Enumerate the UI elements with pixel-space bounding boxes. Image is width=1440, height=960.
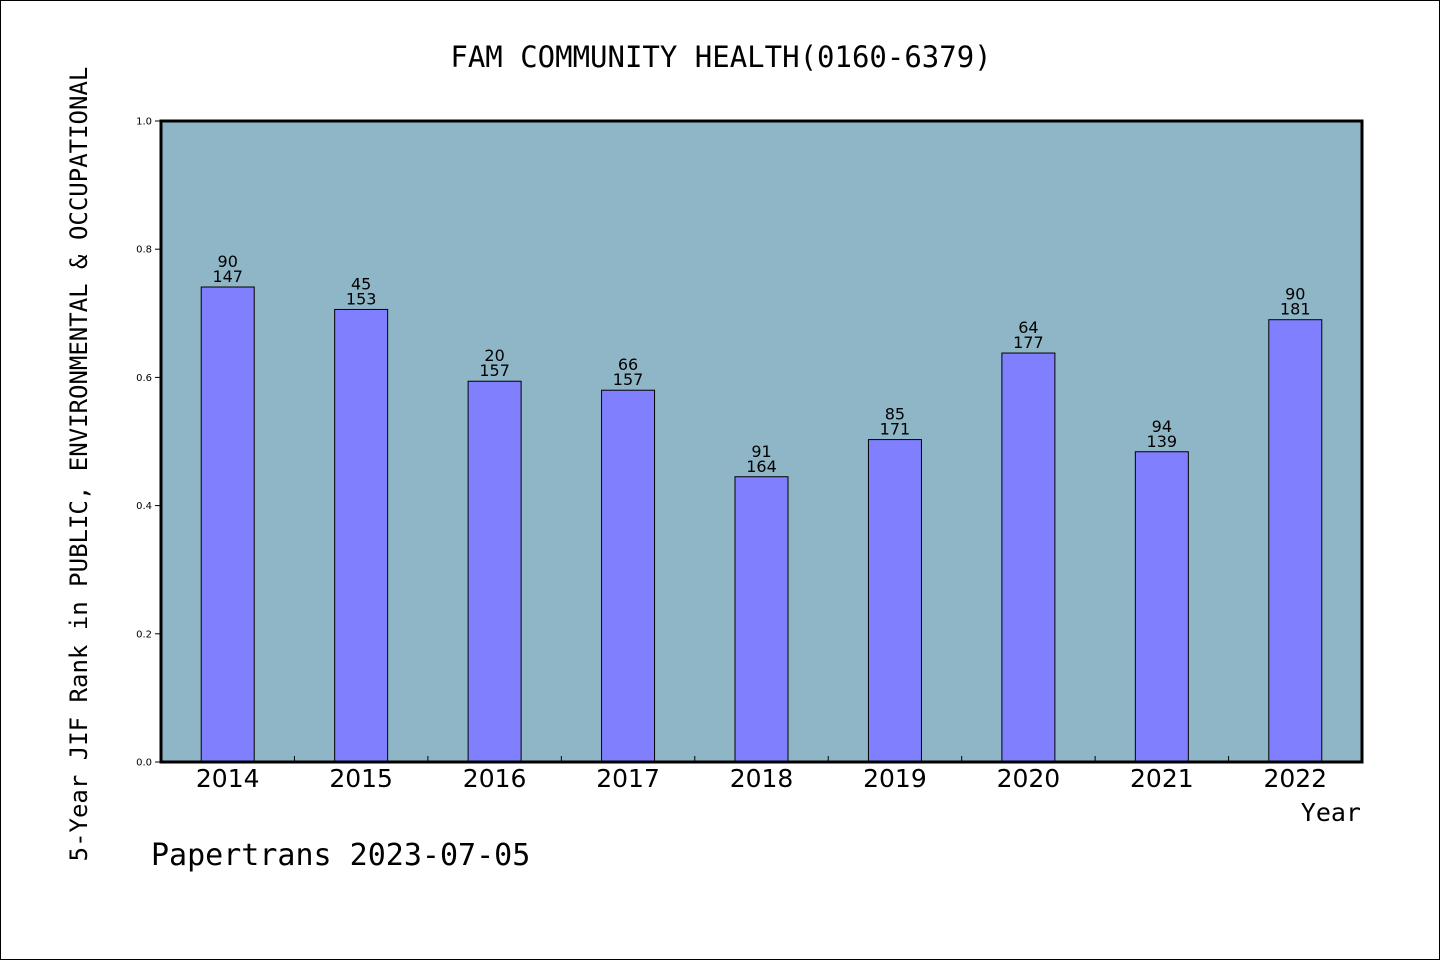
bar-2018: [734, 476, 789, 763]
x-tick-label-2020: 2020: [997, 764, 1061, 793]
bar-rank-label-2016: 20: [484, 346, 504, 365]
x-tick-label-2016: 2016: [463, 764, 527, 793]
bar-total-label-2021: 139: [1147, 432, 1178, 451]
bar-total-label-2016: 157: [479, 361, 510, 380]
bar-2020: [1001, 352, 1056, 763]
y-tick-label-0.0: 0.0: [136, 758, 152, 769]
footer-credit: Papertrans 2023-07-05: [151, 838, 530, 873]
x-axis-label: Year: [1301, 798, 1361, 827]
y-tick-label-1.0: 1.0: [136, 117, 152, 128]
bar-2022: [1268, 319, 1323, 763]
bar-rank-label-2017: 66: [618, 355, 638, 374]
x-tick-label-2022: 2022: [1263, 764, 1327, 793]
bar-total-label-2015: 153: [346, 289, 377, 308]
y-tick-label-0.8: 0.8: [136, 245, 152, 256]
bar-total-label-2022: 181: [1280, 300, 1311, 319]
bar-rank-label-2019: 85: [885, 405, 905, 424]
y-axis: 0.0 0.2 0.4 0.6 0.8 1.0: [136, 117, 161, 769]
bar-total-label-2020: 177: [1013, 333, 1044, 352]
y-tick-label-0.4: 0.4: [136, 501, 152, 512]
bar-rank-label-2015: 45: [351, 274, 371, 293]
x-axis: 2014 2015 2016 2017 2018 2019 2020 2021 2022: [196, 756, 1327, 793]
bar-rank-label-2014: 90: [218, 252, 238, 271]
bar-2017: [601, 389, 656, 763]
bar-total-label-2019: 171: [880, 420, 911, 439]
x-tick-label-2018: 2018: [730, 764, 794, 793]
bar-2015: [334, 308, 389, 763]
x-tick-label-2015: 2015: [329, 764, 393, 793]
bar-2019: [867, 439, 922, 763]
bar-rank-label-2018: 91: [751, 442, 771, 461]
bar-2016: [467, 380, 522, 763]
y-tick-label-0.6: 0.6: [136, 373, 152, 384]
bar-total-label-2018: 164: [746, 457, 777, 476]
bar-2014: [200, 286, 255, 763]
bar-rank-label-2022: 90: [1285, 285, 1305, 304]
x-tick-label-2017: 2017: [596, 764, 660, 793]
x-tick-label-2021: 2021: [1130, 764, 1194, 793]
bar-2021: [1134, 451, 1189, 763]
bars-group: [200, 286, 1323, 763]
bar-total-label-2014: 147: [212, 267, 243, 286]
y-tick-label-0.2: 0.2: [136, 629, 152, 640]
plot-frame: [159, 119, 1364, 764]
x-tick-label-2014: 2014: [196, 764, 260, 793]
bar-total-label-2017: 157: [613, 370, 644, 389]
bar-rank-label-2020: 64: [1018, 318, 1038, 337]
chart-title: FAM COMMUNITY HEALTH(0160-6379): [450, 40, 991, 74]
x-tick-label-2019: 2019: [863, 764, 927, 793]
bar-rank-label-2021: 94: [1152, 417, 1172, 436]
y-axis-label: 5-Year JIF Rank in PUBLIC, ENVIRONMENTAL…: [65, 67, 93, 862]
